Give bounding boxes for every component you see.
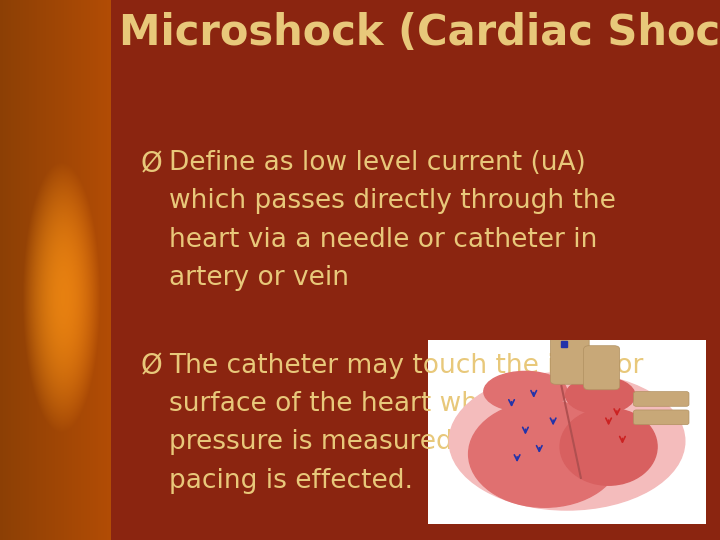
Text: pacing is effected.: pacing is effected. [169, 468, 413, 494]
Bar [428, 340, 706, 524]
Ellipse shape [449, 373, 685, 510]
Text: heart via a needle or catheter in: heart via a needle or catheter in [169, 226, 598, 253]
Text: Define as low level current (uA): Define as low level current (uA) [169, 150, 586, 176]
Ellipse shape [469, 401, 621, 507]
Text: Ø: Ø [141, 150, 163, 178]
Text: Microshock (Cardiac Shock): Microshock (Cardiac Shock) [119, 12, 720, 54]
FancyBboxPatch shape [584, 346, 620, 390]
Text: which passes directly through the: which passes directly through the [169, 188, 616, 214]
Text: surface of the heart where blood: surface of the heart where blood [169, 391, 603, 417]
Ellipse shape [484, 372, 567, 412]
FancyBboxPatch shape [634, 410, 689, 424]
Text: pressure is measured or cardiac: pressure is measured or cardiac [169, 429, 593, 455]
FancyBboxPatch shape [550, 331, 589, 384]
Text: artery or vein: artery or vein [169, 265, 349, 291]
Bar [111, 0, 720, 540]
Ellipse shape [566, 377, 635, 414]
FancyBboxPatch shape [634, 392, 689, 406]
Text: Ø: Ø [141, 353, 163, 381]
Ellipse shape [560, 408, 657, 485]
Text: The catheter may touch the interior: The catheter may touch the interior [169, 353, 644, 379]
